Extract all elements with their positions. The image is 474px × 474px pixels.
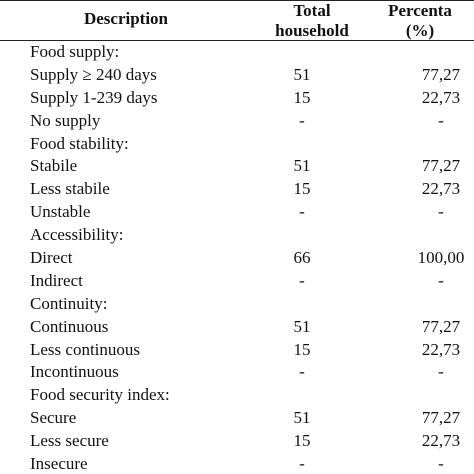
- table-row: Continuous 51 77,27: [0, 315, 474, 338]
- cell-description: No supply: [30, 110, 101, 130]
- header-pct-line2: (%): [405, 21, 435, 40]
- cell-description: Continuous: [30, 316, 109, 336]
- cell-total-household: 15: [293, 339, 311, 359]
- cell-percentage: 22,73: [421, 339, 461, 359]
- header-pct-line1: Percenta: [388, 1, 452, 20]
- header-total-household: Total household: [252, 1, 372, 41]
- cell-total-household: 15: [293, 179, 311, 199]
- cell-description: Supply 1-239 days: [30, 87, 158, 107]
- table-row: Less stabile 15 22,73: [0, 177, 474, 200]
- table-row: Direct 66 100,00: [0, 246, 474, 269]
- cell-description: Supply ≥ 240 days: [30, 64, 157, 84]
- cell-percentage: -: [438, 270, 444, 290]
- cell-description: Food supply:: [30, 42, 120, 61]
- cell-percentage: 77,27: [421, 64, 461, 84]
- table-row: Indirect - -: [0, 269, 474, 292]
- cell-total-household: 51: [293, 156, 311, 176]
- table-row: Food security index:: [0, 383, 474, 406]
- cell-description: Stabile: [30, 156, 78, 176]
- cell-description: Unstable: [30, 202, 91, 222]
- cell-description: Insecure: [30, 454, 88, 474]
- cell-total-household: 51: [293, 408, 311, 428]
- cell-percentage: -: [438, 202, 444, 222]
- cell-percentage: 22,73: [421, 431, 461, 451]
- cell-percentage: -: [438, 454, 444, 474]
- cell-percentage: -: [438, 362, 444, 382]
- table-row: Incontinuous - -: [0, 360, 474, 383]
- cell-total-household: 15: [293, 431, 311, 451]
- cell-total-household: -: [299, 202, 305, 222]
- table-top-rule: [0, 0, 474, 1]
- cell-percentage: 77,27: [421, 156, 461, 176]
- cell-percentage: 77,27: [421, 408, 461, 428]
- cell-total-household: 66: [293, 248, 311, 268]
- cell-total-household: 51: [293, 64, 311, 84]
- header-divider-rule: [0, 40, 474, 41]
- header-no: o: [0, 9, 10, 29]
- cell-percentage: 100,00: [417, 248, 465, 268]
- table-row: Unstable - -: [0, 200, 474, 223]
- table-row: Secure 51 77,27: [0, 406, 474, 429]
- table-row: Insecure - -: [0, 452, 474, 474]
- header-description: Description: [83, 9, 169, 28]
- table-row: Food supply:: [0, 40, 474, 63]
- table-row: Continuity:: [0, 292, 474, 315]
- table-row: Less secure 15 22,73: [0, 429, 474, 452]
- cell-description: Less continuous: [30, 339, 141, 359]
- cell-description: Less secure: [30, 431, 109, 451]
- cell-total-household: 51: [293, 316, 311, 336]
- header-percentage: Percenta (%): [360, 1, 474, 41]
- header-total-line2: household: [275, 21, 349, 40]
- table-body: Food supply: Supply ≥ 240 days 51 77,27 Supp…: [0, 40, 474, 474]
- table-row: No supply - -: [0, 109, 474, 132]
- table-row: Supply 1-239 days 15 22,73: [0, 86, 474, 109]
- cell-description: Continuity:: [30, 293, 108, 313]
- cell-percentage: -: [438, 110, 444, 130]
- cell-total-household: -: [299, 270, 305, 290]
- cell-percentage: 22,73: [421, 179, 461, 199]
- table-row: Supply ≥ 240 days 51 77,27: [0, 63, 474, 86]
- table-row: Food stability:: [0, 132, 474, 155]
- cell-description: Direct: [30, 248, 73, 268]
- cell-total-household: 15: [293, 87, 311, 107]
- cell-description: Less stabile: [30, 179, 110, 199]
- cell-description: Food stability:: [30, 133, 129, 153]
- cell-percentage: 77,27: [421, 316, 461, 336]
- table-row: Stabile 51 77,27: [0, 154, 474, 177]
- cell-total-household: -: [299, 454, 305, 474]
- cell-description: Food security index:: [30, 385, 170, 405]
- cell-description: Indirect: [30, 270, 83, 290]
- cell-percentage: 22,73: [421, 87, 461, 107]
- header-total-line1: Total: [293, 1, 331, 20]
- table-row: Less continuous 15 22,73: [0, 338, 474, 361]
- cell-total-household: -: [299, 110, 305, 130]
- cell-total-household: -: [299, 362, 305, 382]
- table-row: Accessibility:: [0, 223, 474, 246]
- cell-description: Secure: [30, 408, 77, 428]
- cell-description: Accessibility:: [30, 225, 124, 245]
- cell-description: Incontinuous: [30, 362, 119, 382]
